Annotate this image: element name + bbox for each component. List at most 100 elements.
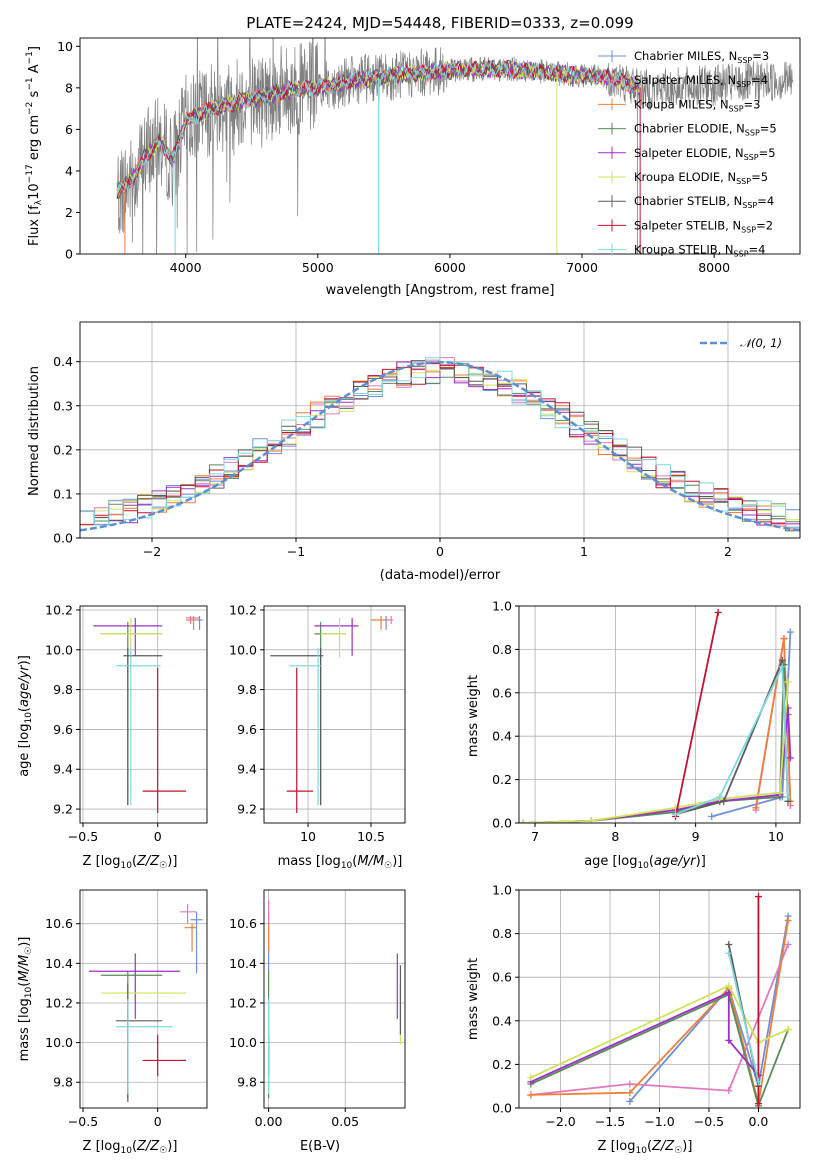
massweight-point-marker <box>519 819 527 823</box>
x-tick-label: 9 <box>692 829 700 844</box>
x-tick-label: 7 <box>531 829 539 844</box>
figure-title: PLATE=2424, MJD=54448, FIBERID=0333, z=0… <box>246 14 633 32</box>
y-tick-label: 9.8 <box>237 1075 257 1090</box>
massweight-series-line <box>530 991 760 1083</box>
x-tick-label: 6000 <box>434 260 466 275</box>
massweight-point-marker <box>714 609 722 617</box>
normal-curve-legend-label: 𝒩(0, 1) <box>740 336 782 350</box>
legend-label: Chabrier ELODIE, NSSP=5 <box>634 122 777 138</box>
normal-reference-curve <box>80 360 800 532</box>
age-vs-mass-panel: 10 10.5 9.2 9.4 9.6 9.8 10.0 10.2 <box>229 602 406 844</box>
massweight-series-line <box>674 612 719 817</box>
y-tick-label: 9.6 <box>53 722 73 737</box>
y-tick-label: 8 <box>65 80 73 95</box>
massweight-point-marker <box>778 656 786 664</box>
errorbar-group <box>270 615 394 814</box>
y-tick-label: 10.4 <box>229 956 257 971</box>
x-tick-label: 1 <box>580 544 588 559</box>
y-tick-label: 6 <box>65 122 73 137</box>
spectrum-plot-area: 4000 5000 6000 7000 8000 0 2 4 6 8 10 <box>57 37 801 275</box>
massweight-point-marker <box>725 1036 733 1044</box>
mwAge-xlabel: age [log10(age/yr)] <box>584 854 706 871</box>
y-tick-label: 0.6 <box>492 685 512 700</box>
massZ-ylabel: mass [log10(M/M☉)] <box>17 937 34 1062</box>
massE-xlabel: E(B-V) <box>300 1139 340 1154</box>
massweight-point-marker <box>725 988 733 996</box>
y-tick-label: 10.0 <box>45 1035 73 1050</box>
panel-frame <box>518 889 801 1109</box>
y-tick-label: 10.6 <box>45 916 73 931</box>
massweight-point-marker <box>786 628 794 636</box>
x-tick-label: −0.5 <box>68 1114 98 1129</box>
errorbar-group <box>93 615 203 814</box>
massweight-point-marker <box>708 812 716 820</box>
y-tick-label: 2 <box>65 205 73 220</box>
x-tick-label: −2.0 <box>545 1114 575 1129</box>
x-tick-label: 8000 <box>698 260 730 275</box>
y-tick-label: 1.0 <box>492 599 512 614</box>
y-tick-label: 0.2 <box>492 1057 512 1072</box>
massweight-point-marker <box>527 1073 535 1081</box>
y-tick-label: 10.2 <box>45 602 73 617</box>
x-tick-label: −0.5 <box>68 829 98 844</box>
massweight-point-marker <box>776 789 784 797</box>
y-tick-label: 0.2 <box>53 442 73 457</box>
ageZ-ylabel: age [log10(age/yr)] <box>17 655 34 777</box>
legend-label: Salpeter MILES, NSSP=4 <box>634 73 768 89</box>
panel-frame <box>263 605 406 824</box>
x-tick-label: −2 <box>143 544 161 559</box>
y-tick-label: 0.1 <box>53 486 73 501</box>
massweight-point-marker <box>725 949 733 957</box>
x-tick-label: −1.0 <box>644 1114 674 1129</box>
x-tick-label: 0 <box>154 829 162 844</box>
massweight-lines <box>519 609 794 823</box>
mwAge-ylabel: mass weight <box>466 675 481 757</box>
legend-label: Chabrier MILES, NSSP=3 <box>634 49 769 65</box>
histogram-steps <box>80 357 800 535</box>
panel-frame <box>518 605 801 824</box>
y-tick-label: 10.0 <box>45 642 73 657</box>
massweight-point-marker <box>784 793 792 801</box>
massweight-point-marker <box>587 817 595 823</box>
x-tick-label: 0 <box>154 1114 162 1129</box>
massweight-point-marker <box>784 1026 792 1034</box>
y-tick-label: 0.4 <box>492 1013 512 1028</box>
massweight-point-marker <box>720 797 728 805</box>
massweight-point-marker <box>672 810 680 818</box>
spectrum-frame <box>79 37 801 255</box>
massweight-vs-metallicity-panel: −2.0 −1.5 −1.0 −0.5 0.0 0.0 0.2 0.4 0.6 0.8 1.0 <box>492 883 801 1129</box>
y-tick-label: 10.2 <box>45 995 73 1010</box>
massweight-point-marker <box>754 1078 762 1086</box>
massweight-point-marker <box>626 1089 634 1097</box>
observed-spectrum-line <box>116 38 794 254</box>
errorbar-group <box>267 899 402 1099</box>
x-tick-label: 10.5 <box>357 829 385 844</box>
residual-frame <box>79 321 801 539</box>
y-tick-label: 9.8 <box>53 1075 73 1090</box>
legend-label: Chabrier STELIB, NSSP=4 <box>634 194 774 210</box>
y-tick-label: 0.6 <box>492 970 512 985</box>
massZ-xlabel: Z [log10(Z/Z☉)] <box>83 1139 178 1156</box>
x-tick-label: −1.5 <box>595 1114 625 1129</box>
panel-frame <box>79 889 208 1109</box>
x-tick-label: 0.00 <box>255 1114 283 1129</box>
massweight-point-marker <box>778 663 786 671</box>
massweight-point-marker <box>626 1097 634 1105</box>
massweight-vs-age-panel: 7 8 9 10 0.0 0.2 0.4 0.6 0.8 1.0 <box>492 599 801 844</box>
x-tick-label: 8 <box>611 829 619 844</box>
massweight-series-line <box>727 952 760 1083</box>
massweight-point-marker <box>786 754 794 762</box>
x-tick-label: −0.5 <box>694 1114 724 1129</box>
y-tick-label: 9.4 <box>237 762 257 777</box>
legend-label: Kroupa ELODIE, NSSP=5 <box>634 170 768 186</box>
legend-label: Salpeter ELODIE, NSSP=5 <box>634 146 776 162</box>
y-tick-label: 10.4 <box>45 956 73 971</box>
mass-vs-metallicity-panel: −0.5 0 9.8 10.0 10.2 10.4 10.6 <box>45 889 208 1129</box>
x-tick-label: 7000 <box>566 260 598 275</box>
residual-legend: 𝒩(0, 1) <box>700 336 782 350</box>
mass-vs-ebv-panel: 0.00 0.05 9.8 10.0 10.2 10.4 10.6 <box>229 889 406 1129</box>
massweight-point-marker <box>780 635 788 643</box>
residual-plot-area: −2 −1 0 1 2 0.0 0.1 0.2 0.3 0.4 <box>53 321 801 559</box>
y-tick-label: 0.0 <box>492 816 512 831</box>
